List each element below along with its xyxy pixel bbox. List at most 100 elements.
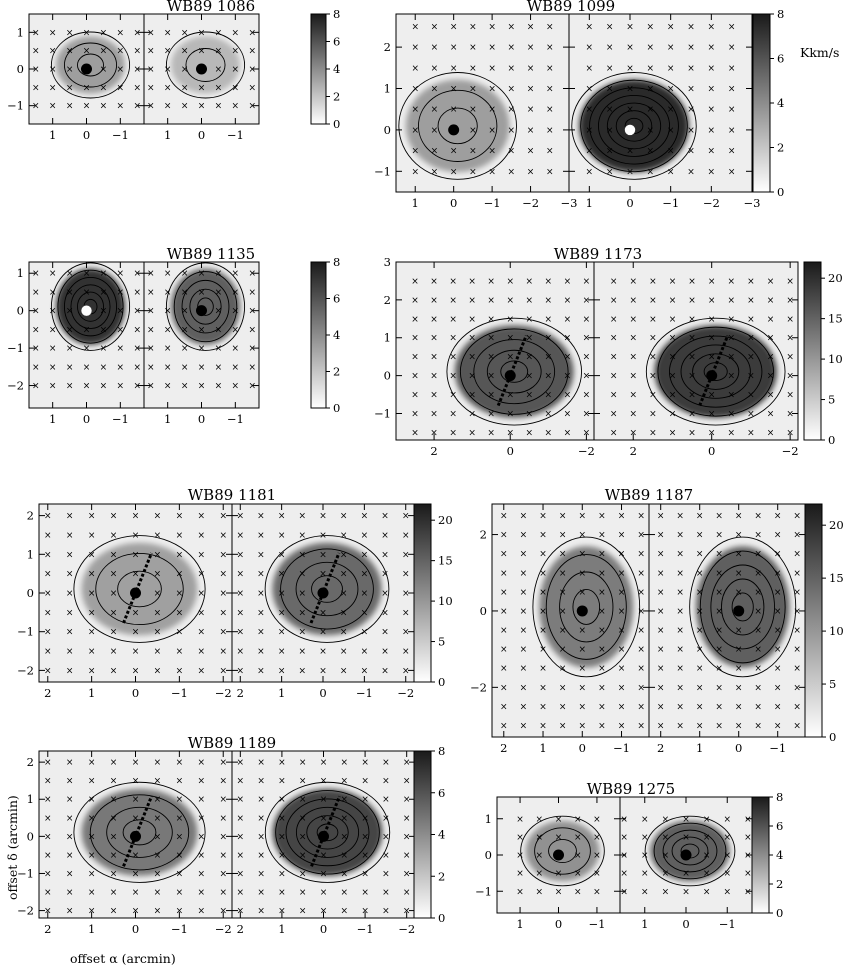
chart-title: WB89 1099 bbox=[527, 0, 615, 15]
grid-point-mark: × bbox=[520, 645, 528, 655]
y-tick-label: −1 bbox=[374, 164, 391, 178]
grid-point-mark: × bbox=[133, 65, 141, 75]
grid-point-mark: × bbox=[703, 869, 711, 879]
grid-point-mark: × bbox=[49, 382, 57, 392]
grid-point-mark: × bbox=[564, 428, 572, 438]
grid-point-mark: × bbox=[767, 296, 775, 306]
grid-point-mark: × bbox=[676, 645, 684, 655]
emission-blob bbox=[272, 788, 383, 876]
grid-point-mark: × bbox=[767, 409, 775, 419]
grid-point-mark: × bbox=[110, 666, 118, 676]
grid-point-mark: × bbox=[236, 512, 244, 522]
colorbar: 0 2 4 6 8 bbox=[310, 7, 340, 131]
grid-point-mark: × bbox=[66, 777, 74, 787]
grid-point-mark: × bbox=[361, 628, 369, 638]
contour-line bbox=[545, 554, 627, 660]
grid-point-mark: × bbox=[132, 869, 140, 879]
grid-point-mark: × bbox=[767, 315, 775, 325]
grid-point-mark: × bbox=[219, 869, 227, 879]
contour-line bbox=[671, 836, 709, 866]
y-axis-label: offset δ (arcmin) bbox=[5, 795, 20, 900]
grid-point-mark: × bbox=[66, 531, 74, 541]
x-tick-label: −1 bbox=[662, 196, 679, 210]
grid-point-mark: × bbox=[586, 64, 594, 74]
x-tick-label: 2 bbox=[630, 444, 637, 458]
grid-point-mark: × bbox=[637, 511, 645, 521]
grid-point-mark: × bbox=[198, 531, 206, 541]
grid-point-mark: × bbox=[154, 832, 162, 842]
chart-title: WB89 1086 bbox=[167, 0, 255, 15]
grid-point-mark: × bbox=[382, 888, 390, 898]
grid-point-mark: × bbox=[320, 907, 328, 917]
grid-point-mark: × bbox=[66, 512, 74, 522]
grid-point-mark: × bbox=[154, 531, 162, 541]
grid-point-mark: × bbox=[299, 832, 307, 842]
grid-point-mark: × bbox=[728, 64, 736, 74]
grid-point-mark: × bbox=[66, 608, 74, 618]
grid-point-mark: × bbox=[606, 105, 614, 115]
emission-blob bbox=[171, 36, 240, 94]
grid-point-mark: × bbox=[88, 531, 96, 541]
grid-point-mark: × bbox=[696, 645, 704, 655]
x-tick-label: −1 bbox=[356, 686, 373, 700]
grid-point-mark: × bbox=[786, 391, 794, 401]
grid-point-mark: × bbox=[403, 869, 411, 879]
x-tick-label: 2 bbox=[44, 686, 51, 700]
grid-point-mark: × bbox=[598, 531, 606, 541]
grid-point-mark: × bbox=[340, 550, 348, 560]
grid-point-mark: × bbox=[83, 288, 91, 298]
colorbar-tick-label: 6 bbox=[776, 819, 783, 833]
grid-point-mark: × bbox=[154, 570, 162, 580]
grid-point-mark: × bbox=[257, 888, 265, 898]
grid-point-mark: × bbox=[319, 628, 327, 638]
grid-point-mark: × bbox=[361, 666, 369, 676]
grid-point-mark: × bbox=[66, 65, 74, 75]
grid-point-mark: × bbox=[88, 570, 96, 580]
grid-point-mark: × bbox=[133, 344, 141, 354]
colorbar-tick-label: 5 bbox=[829, 677, 836, 691]
grid-point-mark: × bbox=[278, 888, 286, 898]
grid-point-mark: × bbox=[110, 570, 118, 580]
grid-point-mark: × bbox=[361, 795, 369, 805]
grid-point-mark: × bbox=[774, 645, 782, 655]
grid-point-mark: × bbox=[154, 888, 162, 898]
grid-point-mark: × bbox=[449, 372, 457, 382]
grid-point-mark: × bbox=[669, 353, 677, 363]
grid-point-mark: × bbox=[688, 277, 696, 287]
grid-point-mark: × bbox=[546, 167, 554, 177]
map-panel: × × × × × × × × × × × × × × × × × × × × × × × × × × × × × × × × × × × × × × × ×… bbox=[231, 750, 416, 936]
contour-line bbox=[63, 277, 118, 337]
grid-point-mark: × bbox=[606, 43, 614, 53]
grid-point-mark: × bbox=[500, 588, 508, 598]
map-panel: × × × × × × × × × × × × × × × × × × × × × × × × × × × × × × × × × × × × × × × ×… bbox=[143, 261, 260, 426]
grid-point-mark: × bbox=[66, 102, 74, 112]
grid-point-mark: × bbox=[340, 512, 348, 522]
grid-point-mark: × bbox=[786, 409, 794, 419]
grid-point-mark: × bbox=[66, 325, 74, 335]
contour-line bbox=[597, 94, 671, 157]
grid-point-mark: × bbox=[527, 105, 535, 115]
grid-point-mark: × bbox=[430, 334, 438, 344]
grid-point-mark: × bbox=[341, 869, 349, 879]
contour-line bbox=[73, 781, 206, 883]
map-panel: × × × × × × × × × × × × × × × × × × × × × × × × × × × × × × × × × × × × × × × ×… bbox=[231, 503, 415, 700]
grid-point-mark: × bbox=[545, 277, 553, 287]
grid-point-mark: × bbox=[647, 167, 655, 177]
y-tick-label: 0 bbox=[384, 369, 391, 383]
colorbar-tick-label: 0 bbox=[777, 185, 784, 199]
grid-point-mark: × bbox=[110, 888, 118, 898]
colorbar-tick-label: 8 bbox=[776, 790, 783, 804]
grid-point-mark: × bbox=[657, 722, 665, 732]
grid-point-mark: × bbox=[735, 626, 743, 636]
grid-point-mark: × bbox=[793, 722, 801, 732]
grid-point-mark: × bbox=[133, 325, 141, 335]
grid-point-mark: × bbox=[559, 664, 567, 674]
grid-point-mark: × bbox=[133, 382, 141, 392]
grid-point-mark: × bbox=[232, 363, 240, 373]
grid-point-mark: × bbox=[682, 833, 690, 843]
grid-point-mark: × bbox=[44, 832, 52, 842]
grid-point-mark: × bbox=[381, 589, 389, 599]
x-tick-label: 1 bbox=[412, 196, 419, 210]
x-tick-label: 0 bbox=[320, 922, 327, 936]
x-tick-label: 0 bbox=[555, 917, 562, 931]
